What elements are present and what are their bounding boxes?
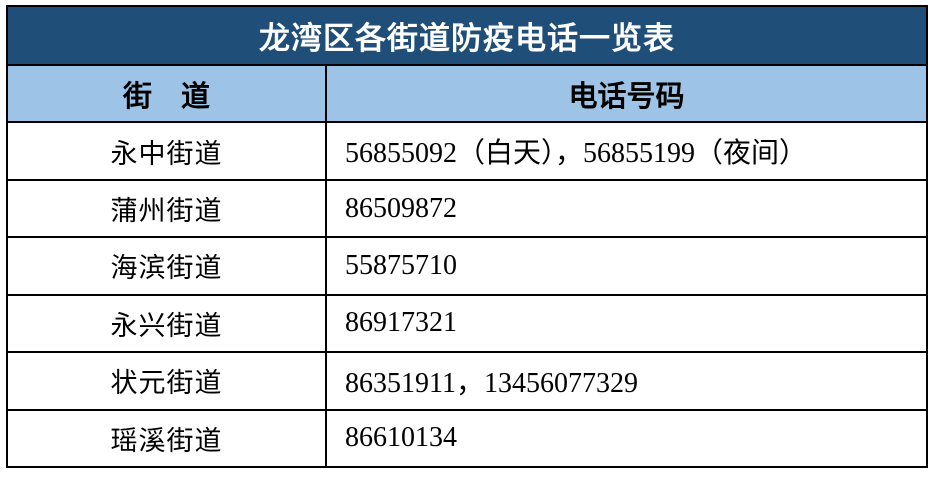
header-cell-phone: 电话号码 bbox=[568, 80, 685, 113]
table-row: 状元街道 86351911，13456077329 bbox=[8, 352, 926, 411]
street-cell: 瑶溪街道 bbox=[8, 410, 327, 467]
table-row: 瑶溪街道 86610134 bbox=[8, 410, 926, 467]
phone-table: 龙湾区各街道防疫电话一览表 街 道 电话号码 永中街道 56855092（白天）… bbox=[6, 5, 928, 468]
phone-cell: 86610134 bbox=[345, 422, 457, 454]
street-cell: 海滨街道 bbox=[8, 238, 327, 294]
street-cell: 状元街道 bbox=[8, 352, 327, 409]
street-cell: 永兴街道 bbox=[8, 295, 327, 351]
table-title: 龙湾区各街道防疫电话一览表 bbox=[8, 7, 926, 66]
table-row: 永中街道 56855092（白天），56855199（夜间） bbox=[8, 123, 926, 182]
header-row: 街 道 电话号码 bbox=[8, 66, 926, 123]
header-cell-street: 街 道 bbox=[8, 66, 327, 121]
phone-cell: 86917321 bbox=[345, 307, 457, 339]
phone-cell: 56855092（白天），56855199（夜间） bbox=[345, 138, 808, 170]
street-cell: 永中街道 bbox=[8, 123, 327, 180]
phone-cell: 86509872 bbox=[345, 192, 457, 224]
street-cell: 蒲州街道 bbox=[8, 181, 327, 237]
phone-cell: 86351911，13456077329 bbox=[345, 367, 638, 399]
table-row: 永兴街道 86917321 bbox=[8, 295, 926, 353]
phone-cell: 55875710 bbox=[345, 249, 457, 281]
table-row: 蒲州街道 86509872 bbox=[8, 181, 926, 239]
table-row: 海滨街道 55875710 bbox=[8, 238, 926, 296]
